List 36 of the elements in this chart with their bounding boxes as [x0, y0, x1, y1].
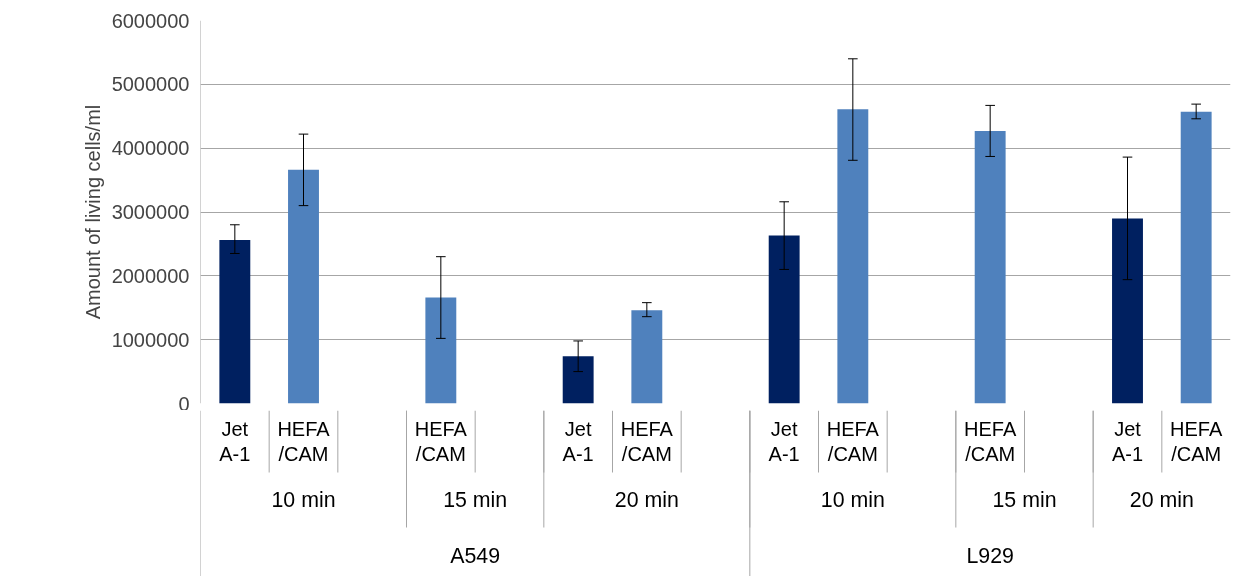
bar: [562, 356, 594, 404]
category-label: 10 min: [820, 488, 885, 512]
category-label: Jet A-1: [219, 418, 251, 465]
category-label: HEFA/CAM: [1170, 418, 1223, 465]
category-label: HEFA/CAM: [826, 418, 879, 465]
bar: [631, 310, 663, 404]
y-tick-label: 5000000: [111, 73, 190, 96]
category-label: 20 min: [1129, 488, 1194, 512]
bar: [837, 109, 869, 404]
category-label: 15 min: [443, 488, 508, 512]
bar: [768, 235, 800, 404]
y-tick-label: 3000000: [111, 201, 190, 223]
bar: [1112, 218, 1143, 404]
category-label: Jet A-1: [562, 418, 594, 465]
category-label: 15 min: [992, 488, 1057, 512]
category-label: Jet A-1: [768, 418, 800, 465]
y-tick-label: 0: [178, 392, 190, 415]
bar: [288, 169, 319, 404]
category-label: HEFA/CAM: [414, 418, 467, 465]
y-tick-label: 4000000: [111, 137, 190, 160]
y-tick-label: 6000000: [111, 9, 190, 32]
bar: [425, 297, 457, 404]
bar: [974, 130, 1006, 404]
category-label: HEFA/CAM: [277, 418, 330, 465]
bar: [219, 240, 251, 404]
category-label: A549: [450, 543, 501, 568]
category-label: HEFA/CAM: [620, 418, 673, 465]
category-label: 20 min: [614, 488, 679, 512]
y-tick-label: 2000000: [111, 264, 190, 287]
y-tick-label: 1000000: [111, 328, 190, 351]
category-label: HEFA/CAM: [964, 418, 1017, 465]
y-axis-title: Amount of living cells/ml: [81, 104, 104, 320]
category-label: Jet A-1: [1111, 418, 1144, 465]
category-label: 10 min: [271, 488, 336, 512]
bar: [1180, 111, 1212, 404]
category-label: L929: [966, 543, 1014, 568]
